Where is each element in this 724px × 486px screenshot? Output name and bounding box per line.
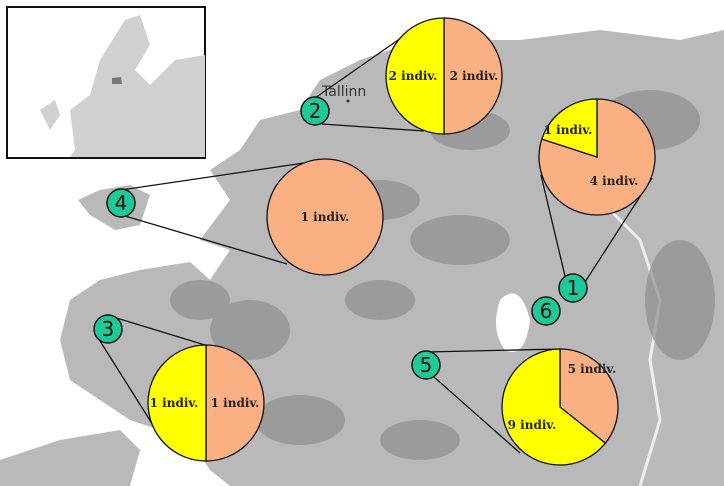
inset-estonia [112,77,122,84]
pie-label-salmon: 4 indiv. [590,174,639,188]
pie-label-salmon: 1 indiv. [211,396,260,410]
site-marker-label: 4 [115,191,128,215]
pie-label-salmon: 1 indiv. [301,210,350,224]
connector-line-1 [540,174,566,277]
pie-label-salmon: 5 indiv. [568,362,617,376]
pie-slice-salmon [559,348,619,445]
pie-slice-yellow [385,17,445,135]
site-marker-label: 2 [309,99,322,123]
connector-line-4 [124,215,288,265]
connector-line-2 [321,123,425,132]
pie-site-3: 1 indiv. 1 indiv. [147,344,265,462]
pie-slice-yellow [147,344,207,462]
connector-line-2 [314,37,402,99]
site-marker-label: 3 [102,317,115,341]
site-marker-2[interactable]: 2 [300,96,330,126]
pie-slice-yellow [541,98,598,158]
pie-slice-salmon [443,17,503,135]
connector-line-3 [109,315,206,346]
pie-site-1: 1 indiv. 4 indiv. [538,98,656,216]
pie-slice-yellow [501,348,607,466]
pie-label-salmon: 2 indiv. [450,69,499,83]
site-marker-label: 1 [567,276,580,300]
site-marker-1[interactable]: 1 [558,273,588,303]
site-marker-label: 6 [540,299,553,323]
pie-slice-salmon [205,344,265,462]
inset-europe [6,6,206,159]
pie-site-4: 1 indiv. [266,158,384,276]
connector-line-5 [425,348,561,353]
site-marker-3[interactable]: 3 [93,314,123,344]
site-marker-6[interactable]: 6 [531,296,561,326]
site-marker-4[interactable]: 4 [106,188,136,218]
pie-site-2: 2 indiv. 2 indiv. [385,17,503,135]
pie-slice-salmon [538,98,656,216]
pie-slice-salmon [266,158,384,276]
pie-label-yellow: 1 indiv. [150,396,199,410]
connector-line-5 [433,376,521,454]
pie-label-yellow: 9 indiv. [508,418,557,432]
pie-label-yellow: 1 indiv. [544,123,593,137]
site-marker-5[interactable]: 5 [411,350,441,380]
connector-line-4 [120,162,305,191]
pie-site-5: 9 indiv. 5 indiv. [501,348,619,466]
site-marker-label: 5 [420,353,433,377]
pie-label-yellow: 2 indiv. [389,69,438,83]
city-label-tallinn: Tallinn [321,84,366,100]
